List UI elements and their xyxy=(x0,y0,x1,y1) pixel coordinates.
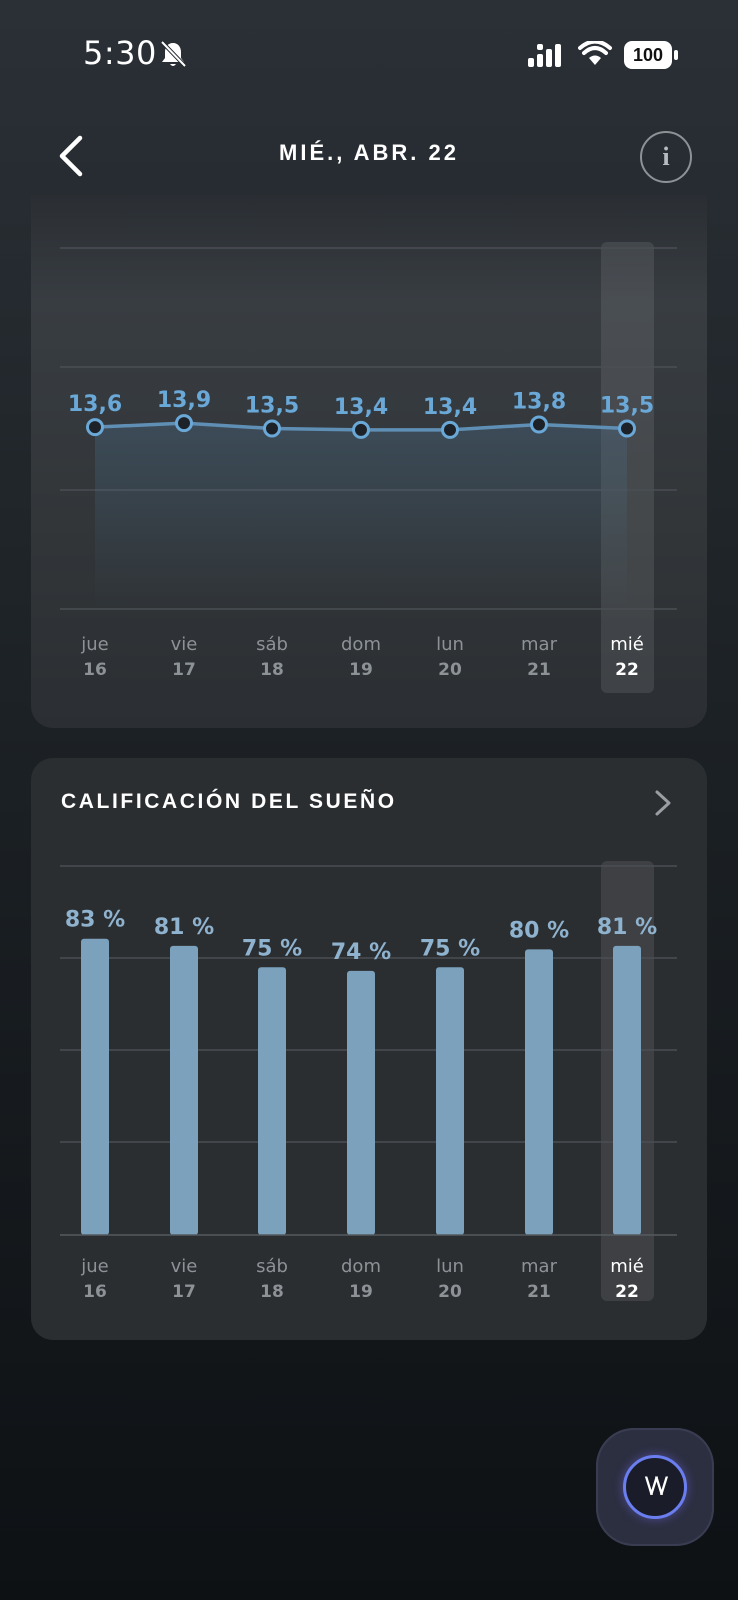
line-point xyxy=(441,420,459,439)
data-label: 75 % xyxy=(420,936,480,961)
line-point xyxy=(86,418,104,437)
x-tick-day: mar xyxy=(521,1256,558,1277)
chevron-left-icon xyxy=(59,135,83,177)
data-label: 13,9 xyxy=(157,388,211,413)
x-tick-date: 16 xyxy=(83,660,107,680)
x-tick-day: dom xyxy=(341,634,381,655)
data-label: 74 % xyxy=(331,940,391,965)
assistant-glyph: \/\/ xyxy=(644,1474,668,1499)
data-label: 13,5 xyxy=(600,394,654,419)
line-point xyxy=(530,415,548,434)
x-tick-day: mié xyxy=(610,634,644,655)
data-label: 13,4 xyxy=(334,395,388,420)
bar xyxy=(613,945,641,1235)
signal-icon xyxy=(528,44,561,67)
info-icon: i xyxy=(662,142,670,171)
line-point xyxy=(263,419,281,438)
assistant-button[interactable]: \/\/ xyxy=(596,1428,714,1546)
data-label: 13,8 xyxy=(512,389,566,414)
x-tick-date: 17 xyxy=(172,1282,196,1302)
chevron-right-icon[interactable] xyxy=(651,788,675,818)
bar xyxy=(347,970,375,1235)
status-time: 5:30 xyxy=(83,34,157,72)
bar-chart: 83 % 81 % 75 % 74 % 75 % 80 % 81 % jue 16 vie 17 sá… xyxy=(60,861,677,1302)
data-label: 81 % xyxy=(154,915,214,940)
x-tick-day: vie xyxy=(171,1256,198,1277)
status-bar: 5:30 100 xyxy=(0,0,738,110)
bar xyxy=(258,967,286,1235)
x-tick-date: 16 xyxy=(83,1282,107,1302)
line-point xyxy=(175,414,193,433)
x-tick-date: 18 xyxy=(260,660,284,680)
sleep-score-card[interactable]: CALIFICACIÓN DEL SUEÑO 83 % 81 % 75 % 74 % 7… xyxy=(31,758,707,1340)
x-tick-day: mar xyxy=(521,634,558,655)
card-title: CALIFICACIÓN DEL SUEÑO xyxy=(61,790,397,813)
x-tick-day: vie xyxy=(171,634,198,655)
data-label: 80 % xyxy=(509,918,569,943)
header: MIÉ., ABR. 22 i xyxy=(0,120,738,190)
x-tick-date: 20 xyxy=(438,1282,462,1302)
x-tick-date: 17 xyxy=(172,660,196,680)
x-tick-day: jue xyxy=(80,1256,108,1277)
x-tick-date: 21 xyxy=(527,660,551,680)
x-tick-date: 19 xyxy=(349,660,373,680)
x-tick-day: sáb xyxy=(256,1256,288,1277)
x-tick-day: mié xyxy=(610,1256,644,1277)
x-tick-date: 22 xyxy=(615,660,639,680)
x-tick-date: 19 xyxy=(349,1282,373,1302)
bar xyxy=(525,949,553,1235)
bell-slash-icon xyxy=(160,40,186,68)
bar xyxy=(81,938,109,1235)
wifi-icon xyxy=(578,41,612,65)
bar xyxy=(436,967,464,1235)
data-label: 83 % xyxy=(65,908,125,933)
line-chart: 13,6 13,9 13,5 13,4 13,4 13,8 13,5 jue 16 vie 17 sá… xyxy=(60,242,677,693)
x-tick-date: 18 xyxy=(260,1282,284,1302)
page-title: MIÉ., ABR. 22 xyxy=(279,140,459,165)
bar xyxy=(170,945,198,1235)
line-point xyxy=(352,420,370,439)
data-label: 81 % xyxy=(597,915,657,940)
battery-level: 100 xyxy=(632,45,664,65)
x-tick-date: 21 xyxy=(527,1282,551,1302)
x-tick-day: lun xyxy=(436,634,464,655)
line-point xyxy=(618,419,636,438)
data-label: 75 % xyxy=(242,936,302,961)
x-tick-day: dom xyxy=(341,1256,381,1277)
x-tick-day: lun xyxy=(436,1256,464,1277)
line-area xyxy=(95,423,627,609)
x-tick-date: 20 xyxy=(438,660,462,680)
info-button[interactable]: i xyxy=(640,131,692,183)
back-button[interactable] xyxy=(50,134,94,178)
assistant-icon: \/\/ xyxy=(623,1455,687,1519)
x-tick-day: jue xyxy=(80,634,108,655)
data-label: 13,4 xyxy=(423,395,477,420)
hrv-card: 13,6 13,9 13,5 13,4 13,4 13,8 13,5 jue 16 vie 17 sá… xyxy=(31,195,707,728)
x-tick-date: 22 xyxy=(615,1282,639,1302)
data-label: 13,5 xyxy=(245,394,299,419)
data-label: 13,6 xyxy=(68,392,122,417)
battery-icon xyxy=(624,41,678,69)
x-tick-day: sáb xyxy=(256,634,288,655)
